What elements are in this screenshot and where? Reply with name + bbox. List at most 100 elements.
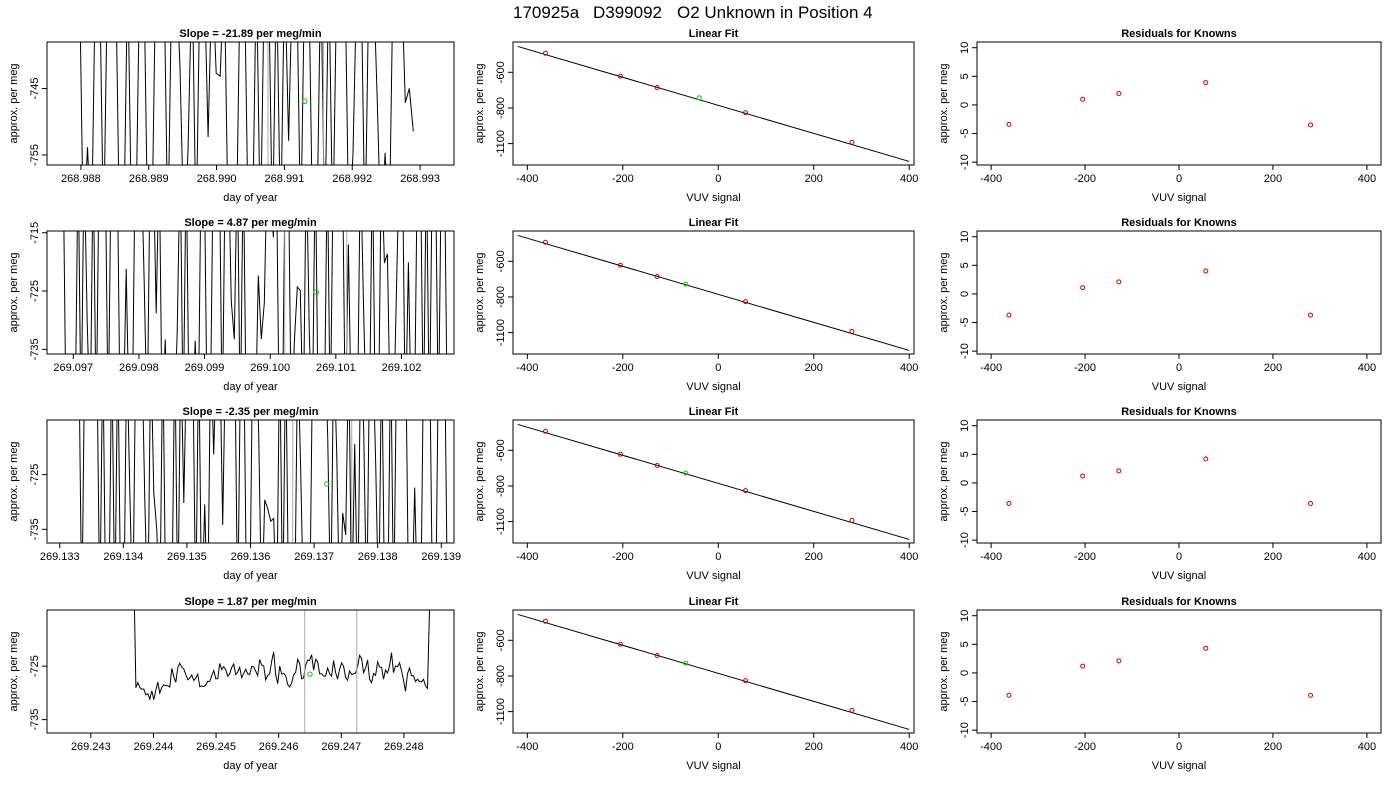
x-tick-label: 269.133 (40, 551, 80, 563)
x-axis-label: day of year (223, 381, 278, 393)
x-tick-label: -400 (516, 551, 538, 563)
chart-panel: Linear Fit -400 -200 0 200 400 VUV signal -600 -… (474, 217, 918, 393)
x-tick-label: 0 (1176, 173, 1182, 185)
y-tick-label: -800 (495, 97, 507, 119)
fit-line (517, 613, 910, 730)
plot-frame (46, 41, 455, 166)
y-tick-label: 10 (959, 610, 971, 622)
unknown-mean-marker (324, 481, 330, 487)
residual-point (1308, 312, 1314, 318)
y-tick-label: 0 (959, 102, 971, 108)
chart-panel: Slope = 4.87 per meg/min 269.097 269.098 26… (8, 217, 455, 393)
y-axis-label: approx. per meg (474, 63, 486, 143)
x-tick-label: -200 (612, 362, 634, 374)
residual-point (1203, 645, 1209, 651)
chart-panel: Slope = -21.89 per meg/min 268.988 268.989… (8, 28, 455, 204)
residual-point (1308, 122, 1314, 128)
known-point (617, 262, 623, 268)
x-tick-label: 269.101 (316, 362, 356, 374)
plot-area (121, 610, 430, 733)
chart-panel: Linear Fit -400 -200 0 200 400 VUV signal -600 -… (474, 406, 918, 582)
y-tick-label: -5 (959, 129, 971, 139)
x-tick-label: -400 (980, 741, 1002, 753)
y-tick-label: -755 (29, 144, 41, 166)
x-tick-label: 400 (900, 173, 918, 185)
x-tick-label: 269.246 (259, 741, 299, 753)
data-series-line (63, 231, 448, 354)
x-tick-label: -400 (980, 173, 1002, 185)
x-axis-label: VUV signal (686, 192, 740, 204)
plot-frame (976, 609, 1382, 734)
x-tick-label: 269.098 (119, 362, 159, 374)
y-tick-label: 5 (959, 73, 971, 79)
residual-point (1080, 663, 1086, 669)
panel-title: Residuals for Knowns (1121, 28, 1237, 40)
y-tick-label: -10 (959, 532, 971, 548)
x-axis-label: day of year (223, 760, 278, 772)
x-tick-label: -200 (612, 741, 634, 753)
y-axis-label: approx. per meg (474, 252, 486, 332)
x-tick-label: 269.100 (250, 362, 290, 374)
x-tick-label: 269.102 (382, 362, 422, 374)
y-tick-label: -725 (29, 464, 41, 486)
residual-point (1116, 279, 1122, 285)
x-tick-label: 200 (1264, 741, 1282, 753)
y-tick-label: -800 (495, 665, 507, 687)
x-tick-label: 269.243 (71, 741, 111, 753)
residual-point (1006, 501, 1012, 507)
chart-panel: Residuals for Knowns -400 -200 0 200 400 VUV s… (938, 406, 1382, 582)
panel-title: Linear Fit (689, 28, 739, 40)
residual-point (1203, 456, 1209, 462)
panel-title: Slope = 1.87 per meg/min (184, 596, 317, 608)
residual-point (1006, 121, 1012, 127)
x-tick-label: 269.135 (167, 551, 207, 563)
known-point (849, 139, 855, 145)
unknown-mean-marker (313, 289, 319, 295)
x-tick-label: 200 (805, 551, 823, 563)
chart-panel: Residuals for Knowns -400 -200 0 200 400 VUV s… (938, 217, 1382, 393)
known-point (742, 678, 748, 684)
panel-title: Slope = -21.89 per meg/min (179, 28, 321, 40)
x-tick-label: 269.134 (103, 551, 143, 563)
x-tick-label: 268.989 (129, 173, 169, 185)
chart-panel: Linear Fit -400 -200 0 200 400 VUV signal -600 -… (474, 28, 918, 204)
x-axis-label: VUV signal (1152, 570, 1206, 582)
x-tick-label: 400 (1358, 741, 1376, 753)
y-tick-label: 5 (959, 641, 971, 647)
plot-area (1006, 456, 1314, 507)
y-tick-label: -715 (29, 222, 41, 244)
known-point (742, 110, 748, 116)
x-axis-label: day of year (223, 570, 278, 582)
plot-frame (976, 419, 1382, 544)
panel-title: Residuals for Knowns (1121, 406, 1237, 418)
plot-frame (976, 230, 1382, 355)
x-tick-label: 400 (1358, 362, 1376, 374)
residual-point (1116, 90, 1122, 96)
x-tick-label: 268.990 (197, 173, 237, 185)
y-tick-label: -1100 (495, 319, 507, 346)
x-tick-label: 400 (900, 362, 918, 374)
y-axis-label: approx. per meg (8, 252, 20, 332)
plot-area (517, 45, 910, 162)
x-tick-label: 200 (805, 173, 823, 185)
residual-point (1006, 312, 1012, 318)
x-tick-label: -200 (1074, 362, 1096, 374)
x-tick-label: -400 (980, 551, 1002, 563)
x-tick-label: 269.136 (231, 551, 271, 563)
y-axis-label: approx. per meg (938, 631, 950, 711)
residual-point (1080, 473, 1086, 479)
y-tick-label: -735 (29, 709, 41, 731)
x-tick-label: 200 (1264, 551, 1282, 563)
x-tick-label: 0 (715, 551, 721, 563)
x-tick-label: 400 (1358, 551, 1376, 563)
x-tick-label: 0 (715, 362, 721, 374)
plot-area (79, 420, 448, 543)
x-tick-label: 269.245 (196, 741, 236, 753)
x-tick-label: -400 (516, 362, 538, 374)
known-point (654, 462, 660, 468)
x-tick-label: -200 (612, 173, 634, 185)
fit-line (517, 423, 910, 540)
x-axis-label: VUV signal (686, 381, 740, 393)
x-axis-label: day of year (223, 192, 278, 204)
x-tick-label: 200 (805, 741, 823, 753)
